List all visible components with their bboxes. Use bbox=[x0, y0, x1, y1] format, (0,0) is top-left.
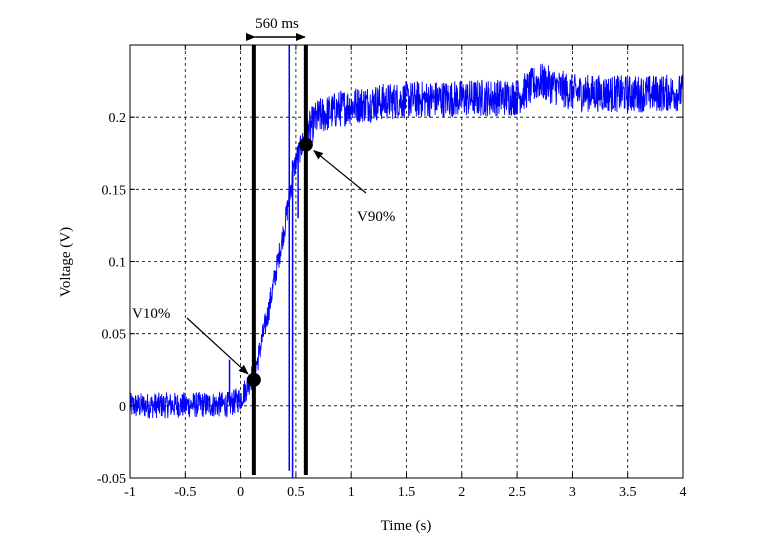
y-tick-label: 0.1 bbox=[109, 256, 127, 271]
marker-dot bbox=[298, 137, 313, 152]
x-tick-label: 1 bbox=[348, 485, 355, 500]
x-tick-label: -0.5 bbox=[174, 485, 196, 500]
x-tick-label: 2 bbox=[458, 485, 465, 500]
pointer-arrow-v90 bbox=[313, 149, 367, 194]
grid-lines bbox=[130, 45, 683, 478]
voltage-trace bbox=[130, 63, 683, 419]
x-tick-label: 1.5 bbox=[398, 485, 416, 500]
y-tick-label: 0 bbox=[119, 400, 126, 415]
y-tick-label: -0.05 bbox=[97, 472, 126, 487]
x-tick-label: 3 bbox=[569, 485, 576, 500]
x-axis-title: Time (s) bbox=[381, 518, 432, 534]
y-axis-title: Voltage (V) bbox=[58, 227, 74, 297]
x-tick-label: 2.5 bbox=[508, 485, 526, 500]
threshold-lines bbox=[251, 45, 308, 475]
x-tick-label: 0 bbox=[237, 485, 244, 500]
y-tick-label: 0.15 bbox=[102, 183, 127, 198]
marker-dot bbox=[246, 372, 261, 387]
x-tick-label: 3.5 bbox=[619, 485, 637, 500]
x-tick-label: 0.5 bbox=[287, 485, 305, 500]
x-tick-label: 4 bbox=[680, 485, 687, 500]
dimension-label: 560 ms bbox=[255, 16, 299, 32]
y-tick-label: 0.05 bbox=[102, 328, 127, 343]
y-tick-label: 0.2 bbox=[109, 111, 127, 126]
data-layer bbox=[130, 45, 683, 478]
axis-ticks: -1 -0.5 0 0.5 1 1.5 2 2.5 3 3.5 4 -0.05 0 0.05 0.1 0.15… bbox=[97, 45, 687, 500]
marker-label-v90: V90% bbox=[357, 209, 395, 225]
pointer-arrow-v10 bbox=[186, 317, 249, 375]
x-tick-label: -1 bbox=[124, 485, 136, 500]
annotations bbox=[186, 33, 367, 387]
marker-label-v10: V10% bbox=[132, 306, 170, 322]
